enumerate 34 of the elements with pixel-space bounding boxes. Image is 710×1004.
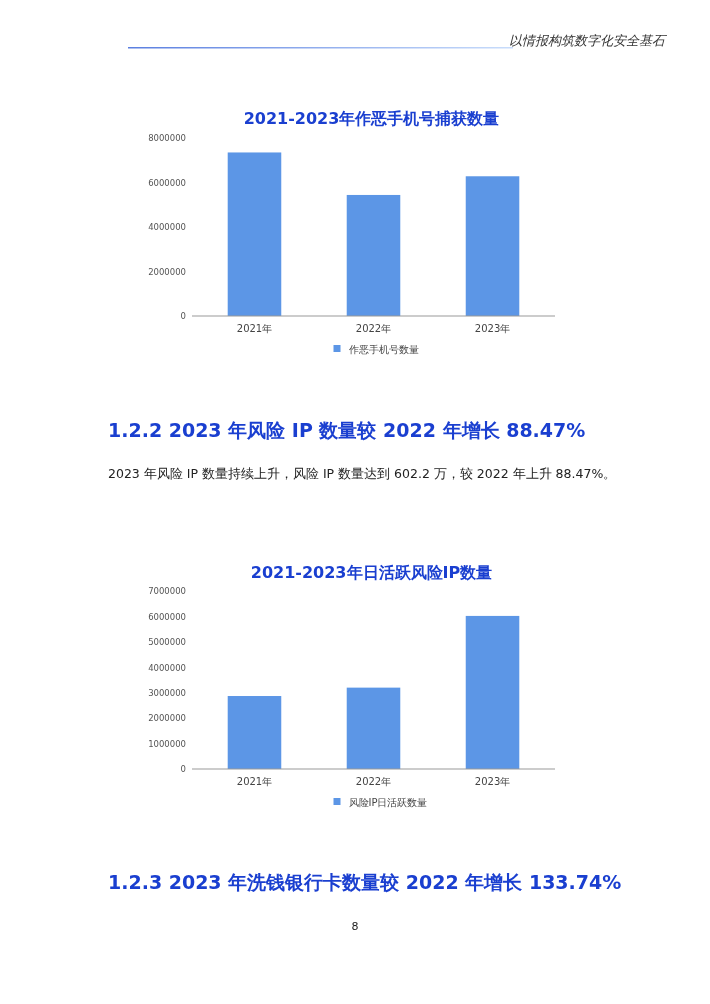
y-tick-label: 7000000 [148,586,186,597]
y-tick-label: 2000000 [148,266,186,277]
y-tick-label: 8000000 [148,133,186,144]
y-tick-label: 4000000 [148,662,186,673]
y-tick-label: 6000000 [148,611,186,622]
x-tick-label: 2021年 [236,323,273,335]
y-tick-label: 3000000 [148,687,186,698]
chart-title: 2021-2023年作恶手机号捕获数量 [243,109,500,128]
y-tick-label: 6000000 [148,177,186,188]
bar [346,687,401,769]
bar [465,615,520,769]
x-tick-label: 2021年 [236,776,273,788]
text: 1.2.3 2023 年洗钱银行卡数量较 2022 年增长 133.74% [108,870,622,895]
bar [346,194,401,316]
text: 1.2.2 2023 年风险 IP 数量较 2022 年增长 88.47% [108,418,586,443]
x-tick-label: 2023年 [474,323,511,335]
y-tick-label: 0 [180,764,186,775]
y-tick-label: 1000000 [148,738,186,749]
text: 2023 年风险 IP 数量持续上升，风险 IP 数量达到 602.2 万，较 2022 年上升 88.47%。 [108,466,617,483]
x-tick-label: 2022年 [355,776,392,788]
x-tick-label: 2022年 [355,323,392,335]
y-tick-label: 4000000 [148,222,186,233]
legend-label: 作恶手机号数量 [347,344,419,355]
chart-title: 2021-2023年日活跃风险IP数量 [250,563,493,582]
bar [227,696,282,769]
text: 8 [350,920,360,933]
text: 以情报构筑数字化安全基石 [509,32,665,50]
y-tick-label: 0 [180,311,186,322]
y-tick-label: 2000000 [148,713,186,724]
bar [465,176,520,316]
legend-label: 风险IP日活跃数量 [348,797,428,808]
x-tick-label: 2023年 [474,776,511,788]
bar [227,152,282,316]
y-tick-label: 5000000 [148,637,186,648]
